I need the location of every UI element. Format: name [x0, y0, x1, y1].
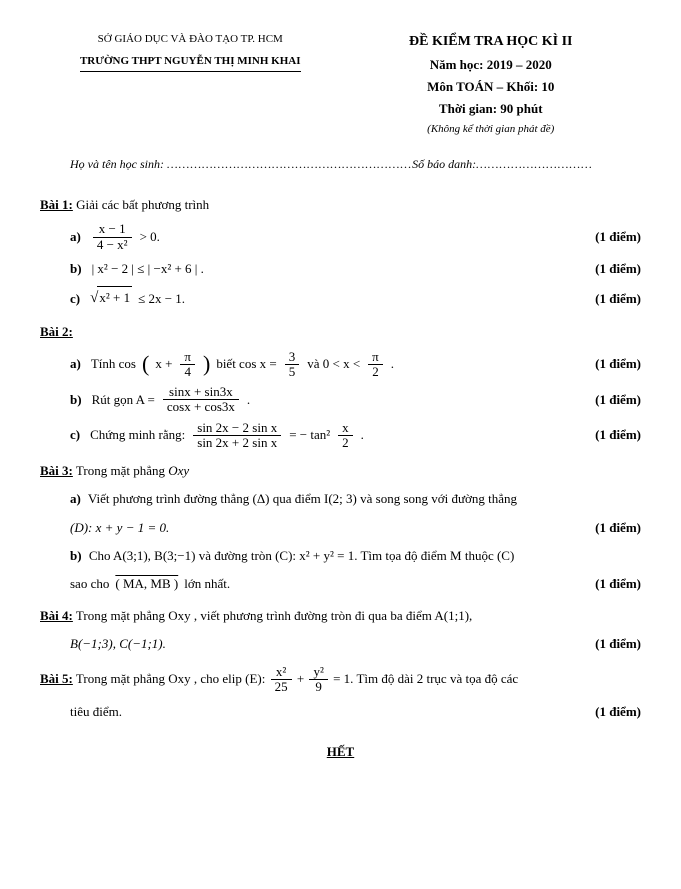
bai5-pts: (1 điểm): [595, 701, 641, 723]
var-x: x +: [155, 353, 172, 375]
bai2-a-arg: π 4: [180, 350, 195, 380]
header: SỞ GIÁO DỤC VÀ ĐÀO TẠO TP. HCM TRƯỜNG TH…: [40, 30, 641, 139]
bai2-c-frac: sin 2x − 2 sin x sin 2x + 2 sin x: [193, 421, 281, 451]
subject: Môn TOÁN – Khối: 10: [341, 76, 642, 98]
bai2-b-frac: sinx + sin3x cosx + cos3x: [163, 385, 239, 415]
bai3-a: a) Viết phương trình đường thẳng (Δ) qua…: [70, 488, 641, 538]
bai2-c-label: c): [70, 424, 80, 446]
bai2-a-tail: và 0 < x <: [307, 353, 360, 375]
bai1-title: Bài 1:: [40, 197, 73, 212]
bai2-a-label: a): [70, 353, 81, 375]
bai3: Bài 3: Trong mặt phẳng Oxy a) Viết phươn…: [40, 460, 641, 594]
bai5-pre: Trong mặt phẳng Oxy , cho elip (E):: [76, 671, 269, 686]
bai1-c-label: c): [70, 288, 80, 310]
bai3-b: b) Cho A(3;1), B(3;−1) và đường tròn (C)…: [70, 545, 641, 595]
bai2-c-t: x 2: [338, 421, 353, 451]
bai1-desc: Giải các bất phương trình: [73, 197, 209, 212]
bai2-title: Bài 2:: [40, 324, 73, 339]
bai1-c-tail: ≤ 2x − 1.: [138, 288, 185, 310]
bai2-a-dot: .: [391, 353, 394, 375]
note: (Không kể thời gian phát đề): [341, 120, 642, 139]
bai4-l2: B(−1;3), C(−1;1).: [70, 633, 166, 655]
bai3-a-pts: (1 điểm): [595, 517, 641, 539]
bai4-pts: (1 điểm): [595, 633, 641, 655]
bai2-a-p: π 2: [368, 350, 383, 380]
bai4-l1: Trong mặt phẳng Oxy , viết phương trình …: [73, 608, 472, 623]
bai3-a-l2: (D): x + y − 1 = 0.: [70, 517, 169, 539]
bai3-a-label: a): [70, 491, 81, 506]
bai1-b-label: b): [70, 258, 82, 280]
bai1-a-label: a): [70, 226, 81, 248]
bai1-c: c) x² + 1 ≤ 2x − 1. (1 điểm): [70, 286, 641, 312]
bai2-c-pre: Chứng minh rằng:: [90, 424, 185, 446]
bai2-b-pts: (1 điểm): [595, 389, 641, 411]
bai1-b: b) | x² − 2 | ≤ | −x² + 6 | . (1 điểm): [70, 258, 641, 280]
bai2-b-dot: .: [247, 389, 250, 411]
bai5-f1: x² 25: [271, 665, 292, 695]
bai3-a-l1: Viết phương trình đường thẳng (Δ) qua đi…: [88, 491, 517, 506]
bai1-b-expr: | x² − 2 | ≤ | −x² + 6 | .: [92, 258, 204, 280]
bai1-b-pts: (1 điểm): [595, 258, 641, 280]
bai3-desc: Trong mặt phẳng Oxy: [73, 463, 189, 478]
end-marker: HẾT: [40, 741, 641, 763]
bai3-b-pts: (1 điểm): [595, 573, 641, 595]
vector-mamb: ( MA, MB ): [115, 573, 178, 595]
bai2-c-pts: (1 điểm): [595, 424, 641, 446]
bai5-title: Bài 5:: [40, 671, 73, 686]
bai2-c-eq: = − tan²: [289, 424, 330, 446]
bai5-plus: +: [297, 671, 308, 686]
bai4: Bài 4: Trong mặt phẳng Oxy , viết phương…: [40, 605, 641, 655]
bai5-f2: y² 9: [309, 665, 327, 695]
bai4-title: Bài 4:: [40, 608, 73, 623]
bai1-a: a) x − 1 4 − x² > 0. (1 điểm): [70, 222, 641, 252]
bai2-c: c) Chứng minh rằng: sin 2x − 2 sin x sin…: [70, 421, 641, 451]
bai2: Bài 2: a) Tính cos ( x + π 4 ) biết cos …: [40, 321, 641, 450]
bai1-a-tail: > 0.: [140, 226, 160, 248]
bai2-b-label: b): [70, 389, 82, 411]
bai2-a-mid: biết cos x =: [216, 353, 276, 375]
bai2-a-pre: Tính cos: [91, 353, 136, 375]
department: SỞ GIÁO DỤC VÀ ĐÀO TẠO TP. HCM: [40, 30, 341, 49]
bai2-a-pts: (1 điểm): [595, 353, 641, 375]
bai2-b-pre: Rút gọn A =: [92, 389, 155, 411]
bai1: Bài 1: Giải các bất phương trình a) x − …: [40, 194, 641, 311]
bai1-a-frac: x − 1 4 − x²: [93, 222, 132, 252]
sqrt-icon: x² + 1: [90, 286, 132, 312]
bai3-b-label: b): [70, 548, 82, 563]
bai5-l2: tiêu điểm.: [70, 701, 122, 723]
name-label: Họ và tên học sinh:: [70, 157, 167, 171]
header-right: ĐỀ KIỂM TRA HỌC KÌ II Năm học: 2019 – 20…: [341, 30, 642, 139]
bai2-c-dot: .: [361, 424, 364, 446]
bai2-a: a) Tính cos ( x + π 4 ) biết cos x = 3 5…: [70, 350, 641, 380]
header-left: SỞ GIÁO DỤC VÀ ĐÀO TẠO TP. HCM TRƯỜNG TH…: [40, 30, 341, 139]
sbd-label: Số báo danh:: [412, 157, 476, 171]
school-name: TRƯỜNG THPT NGUYỄN THỊ MINH KHAI: [80, 52, 301, 73]
bai1-a-pts: (1 điểm): [595, 226, 641, 248]
exam-title: ĐỀ KIỂM TRA HỌC KÌ II: [341, 30, 642, 54]
bai3-title: Bài 3:: [40, 463, 73, 478]
bai2-a-r: 3 5: [285, 350, 300, 380]
name-dots: ………………………………………………………: [167, 157, 412, 171]
duration: Thời gian: 90 phút: [341, 98, 642, 120]
bai3-b-l2a: sao cho: [70, 573, 109, 595]
student-info: Họ và tên học sinh: ………………………………………………………: [70, 154, 641, 174]
bai5-tail: = 1. Tìm độ dài 2 trục và tọa độ các: [333, 671, 518, 686]
bai3-b-l2c: lớn nhất.: [184, 573, 230, 595]
bai5: Bài 5: Trong mặt phẳng Oxy , cho elip (E…: [40, 665, 641, 723]
bai2-b: b) Rút gọn A = sinx + sin3x cosx + cos3x…: [70, 385, 641, 415]
bai3-b-l1: Cho A(3;1), B(3;−1) và đường tròn (C): x…: [89, 548, 515, 563]
year: Năm học: 2019 – 2020: [341, 54, 642, 76]
bai1-c-pts: (1 điểm): [595, 288, 641, 310]
sbd-dots: …………………………: [476, 157, 593, 171]
